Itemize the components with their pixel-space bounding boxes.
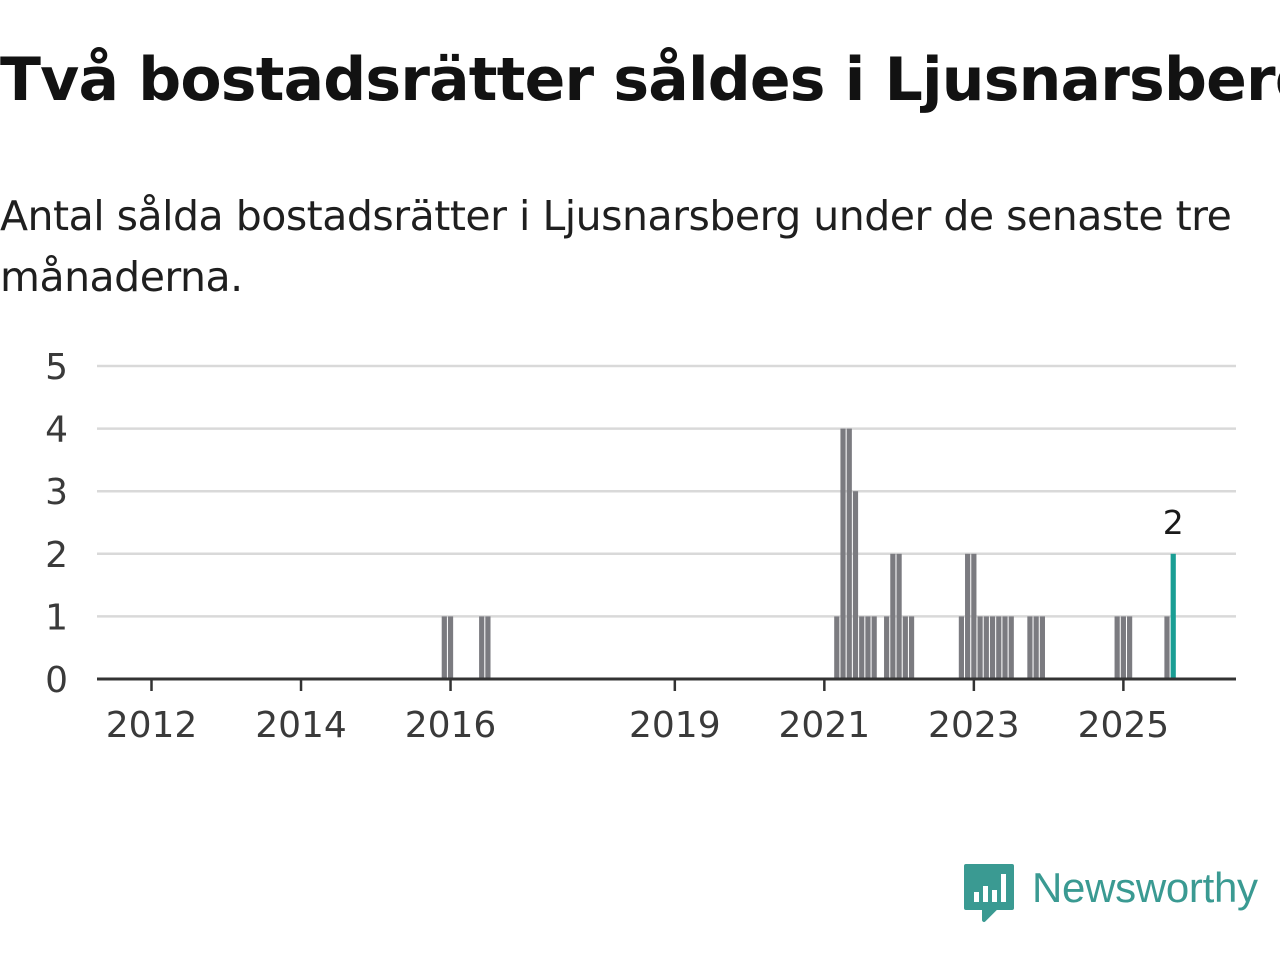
bar-2021-12 (890, 553, 896, 679)
bar-2021-03 (834, 616, 840, 679)
y-tick-label-0: 0 (45, 660, 68, 701)
x-tick-label-2023: 2023 (928, 705, 1020, 746)
bar-2022-12 (965, 553, 971, 679)
bar-2021-04 (840, 428, 846, 679)
bar-2025-01 (1120, 616, 1126, 679)
chart-title: Två bostadsrätter såldes i Ljusnarsberg (0, 45, 1280, 115)
x-tick-label-2025: 2025 (1078, 705, 1170, 746)
bar-2021-07 (859, 616, 865, 679)
y-tick-label-3: 3 (45, 472, 68, 513)
x-axis (97, 677, 1236, 691)
bar-2025-09 (1170, 553, 1176, 679)
data-label-2025-09: 2 (1163, 503, 1184, 542)
x-axis-ticks: 2012 2014 2016 2019 2021 2023 2025 (106, 705, 1170, 746)
brand-name: Newsworthy (1032, 864, 1258, 911)
bar-2016-06 (479, 616, 485, 679)
bar-2024-12 (1114, 616, 1120, 679)
bar-2023-07 (1008, 616, 1014, 679)
bar-series (441, 428, 1176, 679)
brand-logo-group: Newsworthy (962, 862, 1258, 928)
bar-chart: 0 1 2 3 4 5 2012 2014 2016 2019 2021 2023 2025 2 (45, 347, 1236, 746)
y-tick-label-5: 5 (45, 347, 68, 388)
bar-2023-04 (989, 616, 996, 679)
y-tick-label-2: 2 (45, 535, 68, 576)
bar-2025-02 (1127, 616, 1133, 679)
bar-2021-08 (865, 616, 871, 679)
bar-2023-03 (983, 616, 989, 679)
x-tick-label-2019: 2019 (629, 705, 721, 746)
bar-2023-11 (1033, 616, 1039, 679)
bar-2023-01 (971, 553, 977, 679)
bar-2015-12 (441, 616, 447, 679)
bar-2022-11 (958, 616, 964, 679)
x-tick-label-2021: 2021 (779, 705, 871, 746)
data-labels: 2 (1163, 503, 1184, 542)
bar-chart-speech-bubble-icon (964, 864, 1014, 922)
x-tick-label-2012: 2012 (106, 705, 198, 746)
bar-2023-06 (1002, 616, 1008, 679)
bar-2023-02 (977, 616, 983, 679)
y-tick-label-4: 4 (45, 410, 68, 451)
bar-2022-01 (896, 553, 902, 679)
bar-2021-09 (871, 616, 877, 679)
bar-2023-05 (996, 616, 1002, 679)
bar-2023-10 (1027, 616, 1033, 679)
bar-2021-11 (884, 616, 890, 679)
y-tick-label-1: 1 (45, 597, 68, 638)
bar-2025-08 (1164, 616, 1170, 679)
bar-2021-06 (852, 491, 859, 679)
bar-2016-07 (485, 616, 491, 679)
y-axis-ticks: 0 1 2 3 4 5 (45, 347, 68, 701)
x-tick-label-2016: 2016 (405, 705, 497, 746)
x-tick-label-2014: 2014 (255, 705, 347, 746)
bar-2022-03 (908, 616, 915, 679)
grid-lines (97, 364, 1236, 618)
bar-2023-12 (1039, 616, 1045, 679)
bar-2022-02 (902, 616, 908, 679)
bar-2016-01 (447, 616, 454, 679)
chart-subtitle: Antal sålda bostadsrätter i Ljusnarsberg… (0, 192, 1232, 301)
bar-2021-05 (846, 428, 852, 679)
